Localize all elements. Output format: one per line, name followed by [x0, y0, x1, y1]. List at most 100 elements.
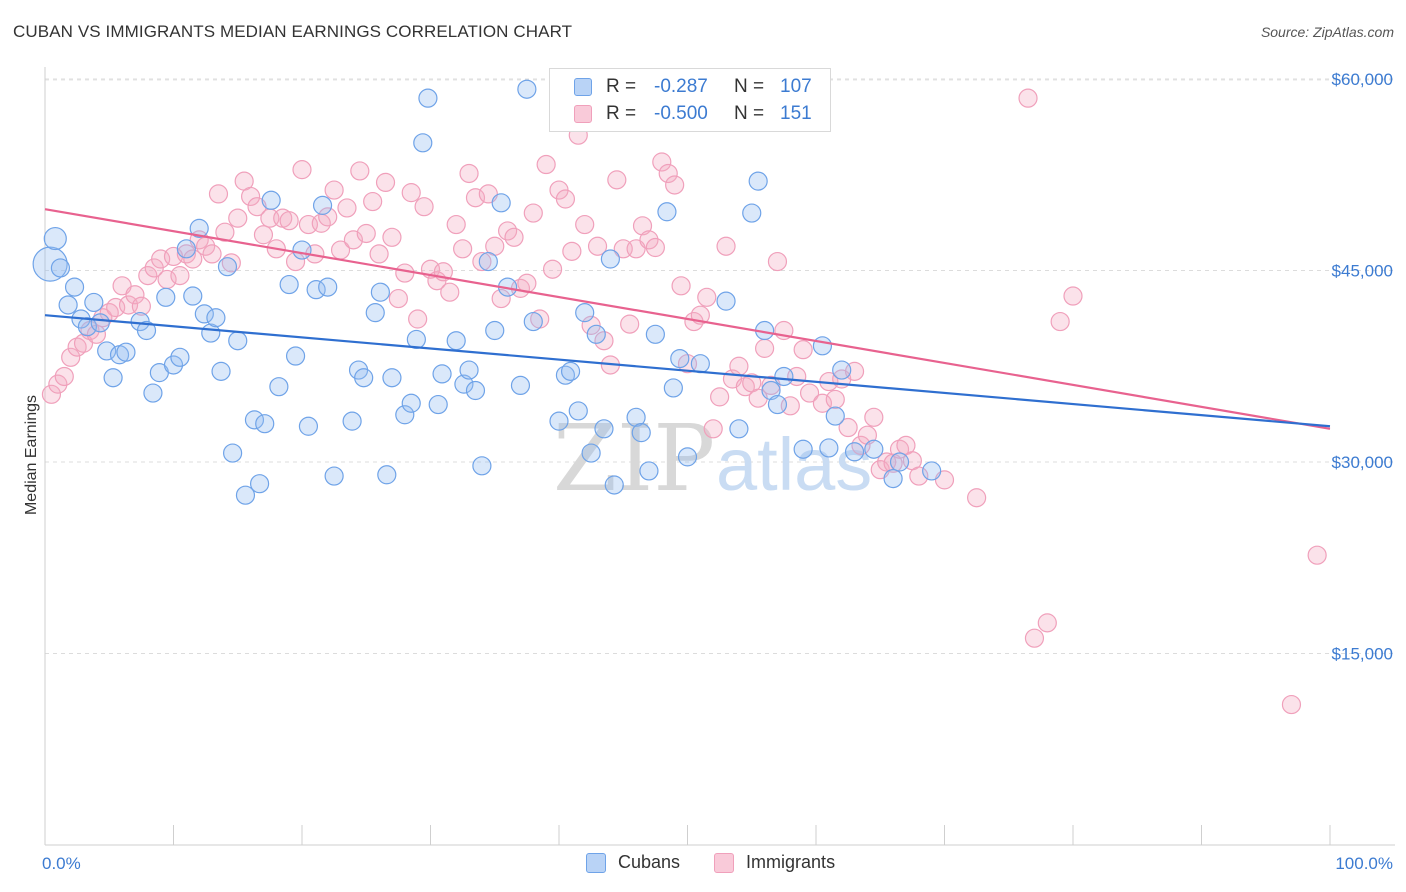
- immigrants-point: [369, 244, 389, 264]
- legend-n-label: N =: [734, 103, 765, 124]
- immigrants-point: [446, 214, 466, 235]
- cubans-point: [657, 202, 677, 222]
- x-tick-label-max: 100.0%: [1335, 854, 1393, 873]
- immigrants-point: [241, 186, 261, 207]
- cubans-point: [446, 331, 466, 351]
- cubans-point: [211, 361, 231, 381]
- cubans-point: [156, 287, 176, 307]
- cubans-point: [825, 406, 845, 426]
- immigrants-point: [54, 366, 74, 387]
- immigrants-point: [215, 222, 235, 242]
- immigrants-point: [883, 453, 903, 473]
- legend-r-value: -0.500: [654, 103, 708, 124]
- cubans-point: [58, 295, 78, 315]
- legend-row-immigrants: R = -0.500 N = 151: [574, 102, 812, 126]
- cubans-point: [465, 380, 486, 401]
- cubans-point: [406, 329, 426, 350]
- cubans-point: [767, 394, 788, 415]
- cubans-point: [793, 439, 813, 459]
- cubans-point: [432, 364, 452, 384]
- immigrants-point: [253, 225, 274, 245]
- y-tick-label: $15,000: [1332, 645, 1393, 664]
- cubans-point: [292, 240, 312, 260]
- y-tick-label: $45,000: [1332, 262, 1393, 281]
- immigrants-trend-line: [44, 208, 1331, 430]
- cubans-point: [377, 465, 397, 485]
- immigrants-point: [279, 211, 299, 231]
- y-tick-label: $30,000: [1332, 453, 1393, 472]
- cubans-point: [401, 393, 421, 413]
- cubans-point: [523, 311, 543, 332]
- cubans-point: [269, 377, 289, 397]
- immigrants-point: [350, 161, 370, 181]
- immigrants-point: [632, 216, 653, 236]
- cubans-point: [32, 246, 68, 282]
- immigrants-point: [61, 347, 81, 367]
- immigrants-point: [767, 251, 788, 272]
- cubans-point: [176, 239, 196, 259]
- cubans-legend-swatch: [586, 852, 606, 873]
- cubans-point: [663, 378, 683, 398]
- immigrants-point: [812, 393, 833, 413]
- immigrants-point: [754, 338, 775, 358]
- legend-r-label: R =: [606, 76, 637, 97]
- immigrants-point: [838, 417, 858, 438]
- immigrants-point: [607, 170, 627, 190]
- x-tick-label-min: 0.0%: [42, 854, 81, 873]
- immigrants-point: [472, 251, 492, 272]
- series-legend: Cubans Immigrants: [586, 852, 869, 873]
- cubans-swatch: [574, 78, 592, 96]
- cubans-point: [639, 461, 659, 481]
- immigrants-point: [440, 282, 460, 302]
- cubans-point: [716, 291, 736, 311]
- cubans-point: [43, 226, 67, 251]
- cubans-point: [370, 282, 390, 302]
- immigrants-point: [1037, 613, 1057, 633]
- immigrants-point: [542, 259, 563, 279]
- cubans-point: [298, 416, 319, 436]
- immigrants-point: [41, 384, 62, 404]
- immigrants-legend-swatch: [714, 852, 735, 873]
- immigrants-point: [382, 227, 402, 247]
- source-label: Source: ZipAtlas.com: [1260, 24, 1394, 40]
- cubans-point: [84, 292, 104, 313]
- immigrants-point: [453, 239, 473, 259]
- cubans-point: [116, 342, 136, 362]
- cubans-point: [729, 419, 749, 439]
- cubans-point: [832, 360, 852, 380]
- cubans-point: [812, 336, 833, 356]
- cubans-point: [491, 193, 511, 213]
- immigrants-point: [620, 314, 640, 334]
- legend-item-cubans: Cubans: [586, 852, 680, 873]
- legend-row-cubans: R = -0.287 N = 107: [574, 75, 812, 99]
- cubans-point: [864, 439, 884, 459]
- chart-title: CUBAN VS IMMIGRANTS MEDIAN EARNINGS CORR…: [13, 22, 573, 41]
- cubans-point: [883, 468, 903, 489]
- legend-item-immigrants: Immigrants: [714, 852, 835, 873]
- immigrants-point: [401, 183, 421, 203]
- cubans-point: [50, 258, 71, 278]
- cubans-point: [510, 375, 531, 395]
- cubans-point: [560, 361, 581, 381]
- cubans-point: [670, 348, 690, 369]
- cubans-point: [517, 79, 537, 99]
- immigrants-point: [671, 276, 691, 296]
- immigrants-point: [125, 285, 145, 305]
- immigrants-point: [170, 266, 190, 286]
- watermark-zip: ZIP: [553, 405, 715, 512]
- immigrants-point: [183, 249, 203, 269]
- immigrants-point: [292, 160, 312, 180]
- grid-lines: [45, 78, 1395, 654]
- cubans-point: [64, 277, 85, 297]
- immigrants-point: [1063, 286, 1083, 306]
- cubans-point: [217, 257, 238, 277]
- cubans-point: [194, 304, 214, 324]
- immigrants-point: [318, 207, 338, 227]
- immigrants-point: [594, 331, 614, 351]
- trend-lines: [44, 208, 1331, 430]
- immigrants-point: [247, 197, 267, 217]
- immigrants-point: [208, 184, 229, 204]
- cubans-point: [170, 347, 190, 367]
- cubans-point: [306, 280, 326, 300]
